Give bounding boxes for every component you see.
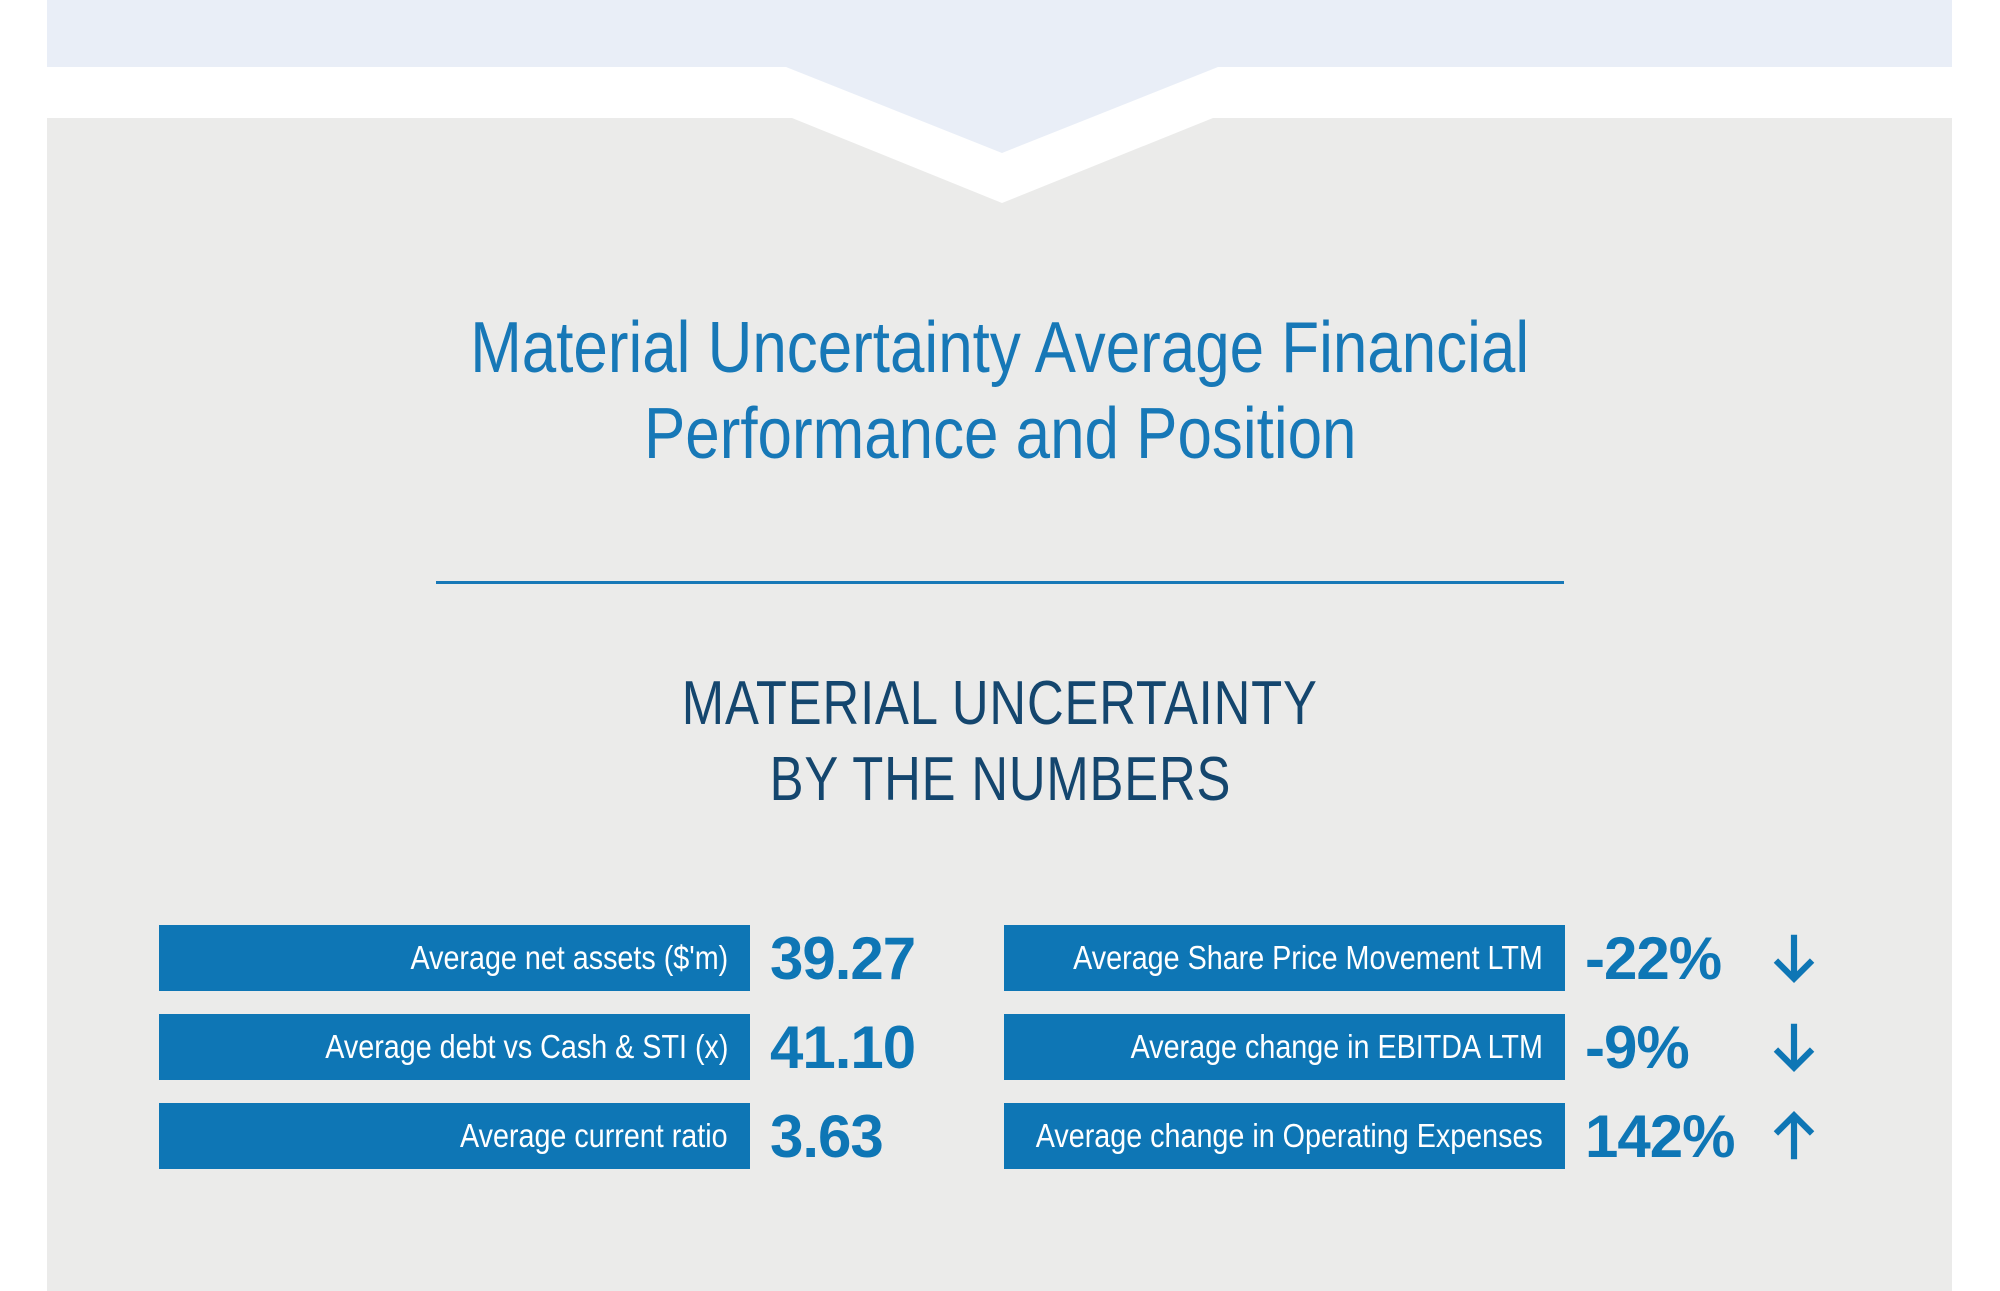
stat-label-bar: Average net assets ($'m) (159, 925, 750, 991)
page-title-line1-text: Material Uncertainty Average Financial (470, 308, 1530, 388)
stats-column-right: Average Share Price Movement LTM -22% Av… (1004, 925, 1825, 1192)
arrow-icon (1773, 1023, 1815, 1073)
stat-label-bar: Average Share Price Movement LTM (1004, 925, 1565, 991)
page-title: Material Uncertainty Average Financial P… (0, 305, 2000, 477)
section-subtitle: MATERIAL UNCERTAINTY BY THE NUMBERS (0, 666, 2000, 818)
section-subtitle-line2: BY THE NUMBERS (0, 742, 2000, 818)
stats-column-left: Average net assets ($'m) 39.27 Average d… (159, 924, 916, 1192)
stat-label: Average debt vs Cash & STI (x) (324, 1028, 728, 1065)
stat-row-share-price: Average Share Price Movement LTM -22% (1004, 924, 1825, 992)
title-divider-rule (436, 581, 1564, 584)
stat-label-bar: Average current ratio (159, 1103, 750, 1169)
stat-label: Average change in Operating Expenses (1035, 1117, 1543, 1154)
section-subtitle-line1: MATERIAL UNCERTAINTY (0, 666, 2000, 742)
stat-row-ebitda: Average change in EBITDA LTM -9% (1004, 1013, 1825, 1081)
stat-label-bar: Average change in EBITDA LTM (1004, 1014, 1565, 1080)
stat-value: -9% (1585, 1013, 1690, 1081)
stat-value: -22% (1585, 924, 1722, 992)
stat-row-operating-expenses: Average change in Operating Expenses 142… (1004, 1102, 1825, 1170)
stat-value: 41.10 (770, 1013, 916, 1081)
content-panel (47, 118, 1952, 1291)
stat-row-current-ratio: Average current ratio 3.63 (159, 1102, 915, 1170)
stat-label: Average current ratio (460, 1117, 728, 1154)
stat-value: 39.27 (770, 924, 916, 992)
section-subtitle-line2-text: BY THE NUMBERS (769, 745, 1231, 814)
stat-label: Average net assets ($'m) (410, 939, 728, 976)
page-title-line2: Performance and Position (0, 391, 2000, 477)
arrow-icon (1773, 934, 1815, 984)
arrow-icon (1773, 1110, 1815, 1160)
stat-row-net-assets: Average net assets ($'m) 39.27 (159, 924, 916, 992)
stat-value: 3.63 (770, 1102, 884, 1170)
stat-label: Average Share Price Movement LTM (1073, 939, 1543, 976)
stat-label: Average change in EBITDA LTM (1130, 1028, 1543, 1065)
stat-row-debt-vs-cash: Average debt vs Cash & STI (x) 41.10 (159, 1013, 916, 1081)
page-title-line2-text: Performance and Position (643, 394, 1357, 474)
trend-arrow-down-icon (1763, 1014, 1825, 1080)
stat-value: 142% (1585, 1102, 1735, 1170)
stat-label-bar: Average change in Operating Expenses (1004, 1103, 1565, 1169)
stat-label-bar: Average debt vs Cash & STI (x) (159, 1014, 750, 1080)
page-title-line1: Material Uncertainty Average Financial (0, 305, 2000, 391)
trend-arrow-up-icon (1763, 1103, 1825, 1169)
section-subtitle-line1-text: MATERIAL UNCERTAINTY (682, 669, 1318, 738)
trend-arrow-down-icon (1763, 925, 1825, 991)
